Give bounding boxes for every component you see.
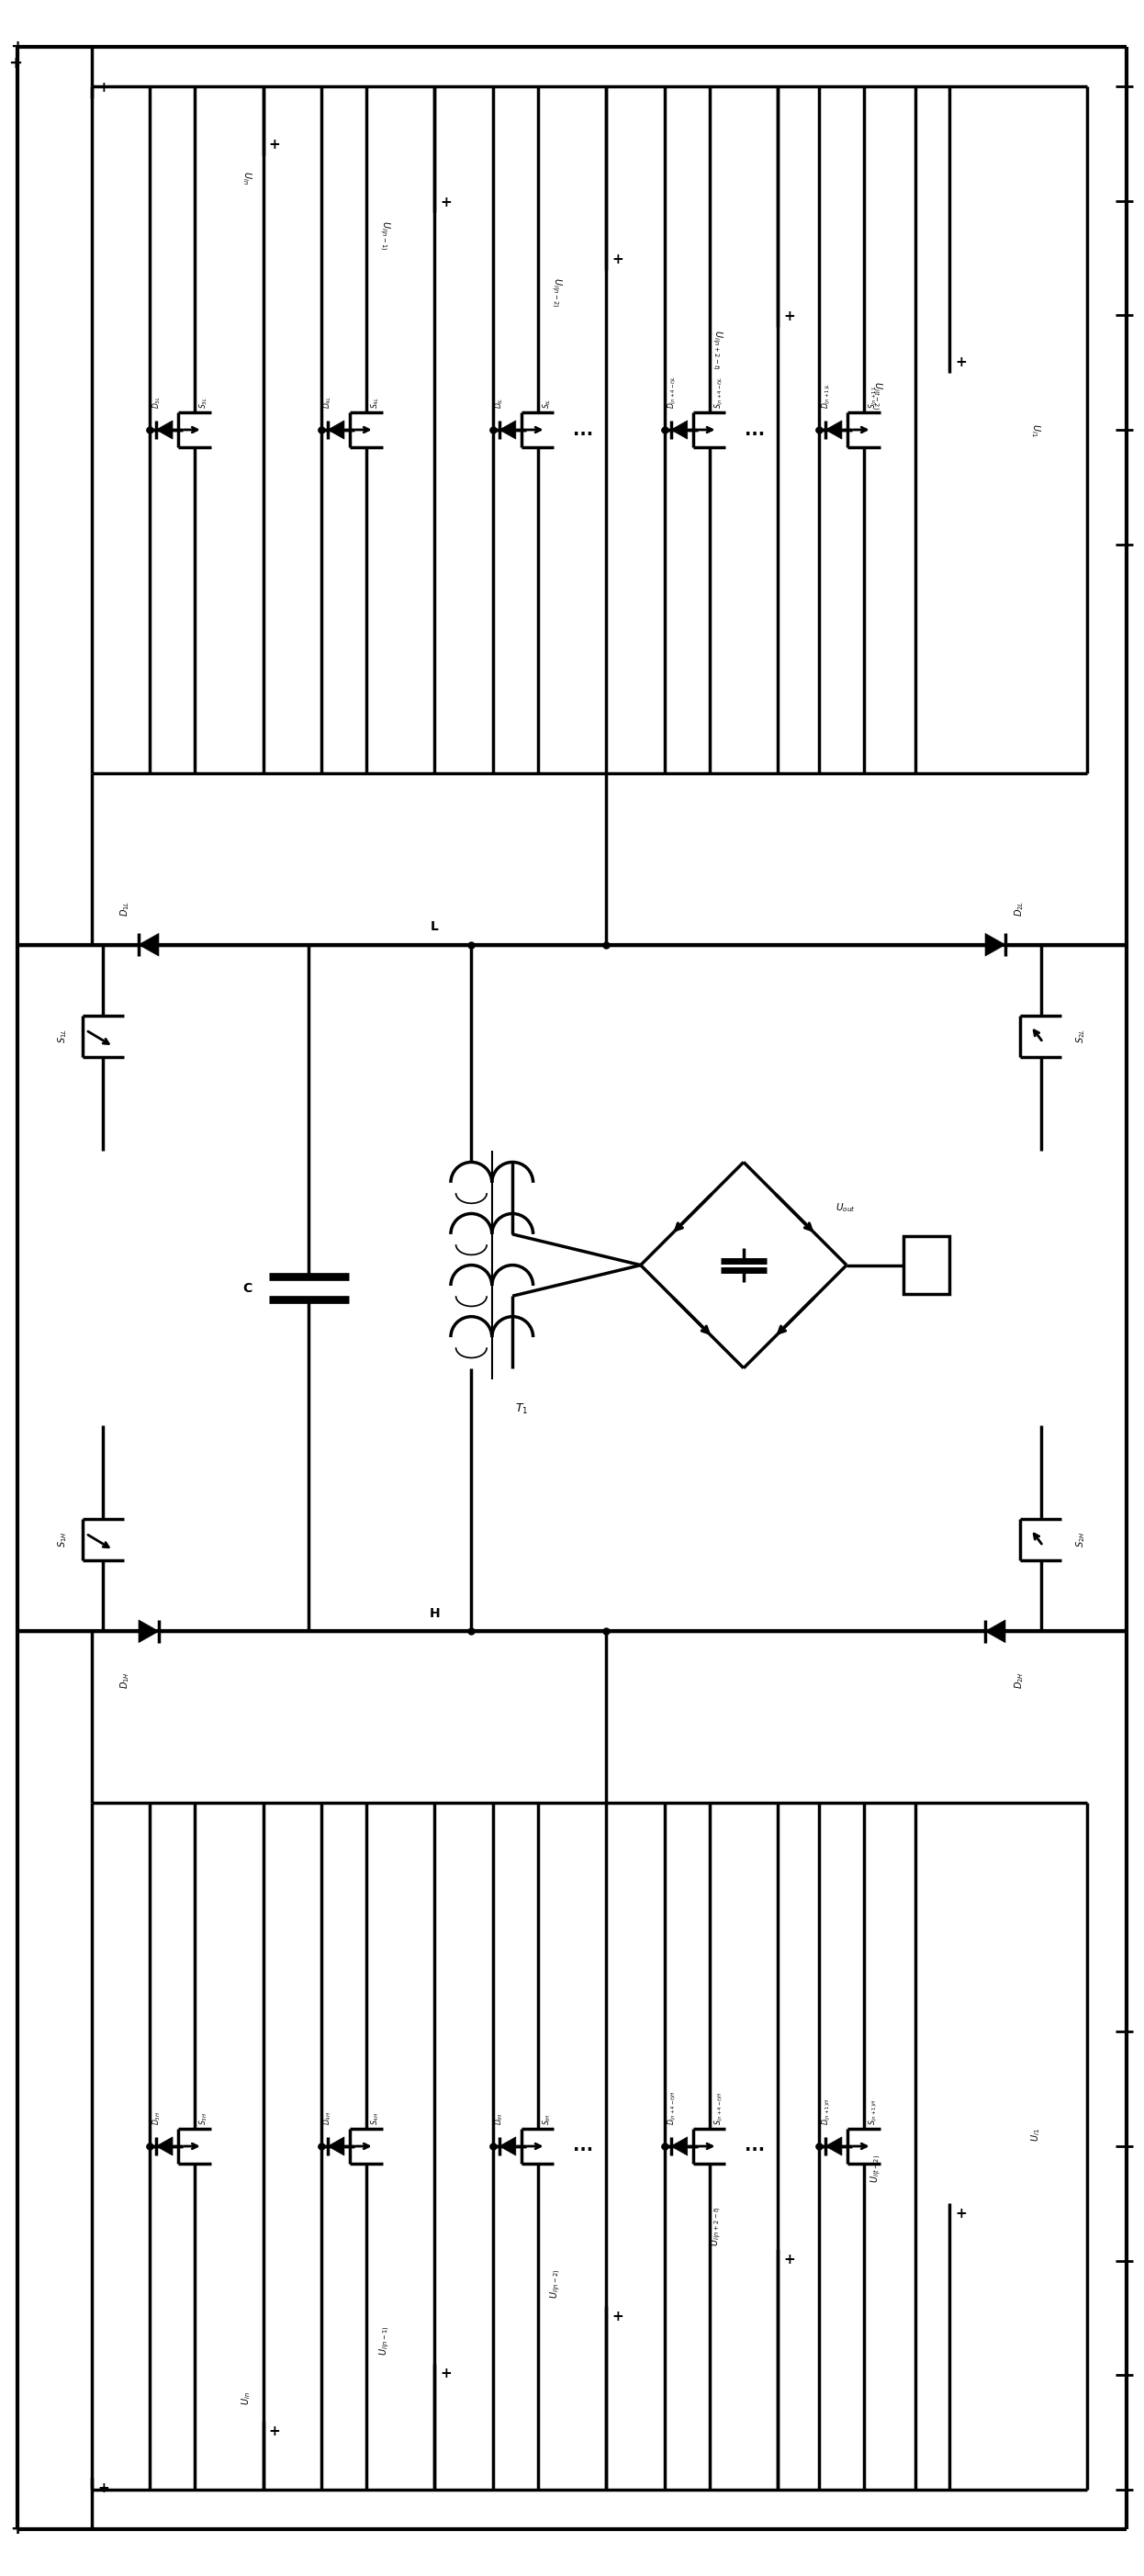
Text: $S_{1H}$: $S_{1H}$ xyxy=(56,1533,70,1548)
Polygon shape xyxy=(825,420,842,438)
Text: +: + xyxy=(97,2481,109,2496)
Text: $S_{tH}$: $S_{tH}$ xyxy=(541,2112,553,2125)
Text: $S_{(n+4-t)H}$: $S_{(n+4-t)H}$ xyxy=(713,2092,725,2125)
Text: +: + xyxy=(10,2522,24,2537)
Polygon shape xyxy=(499,2138,516,2156)
Text: $D_{3H}$: $D_{3H}$ xyxy=(151,2112,162,2125)
Text: $U_{i(t-2)}$: $U_{i(t-2)}$ xyxy=(869,381,883,410)
Text: $U_{in}$: $U_{in}$ xyxy=(240,2391,253,2406)
Polygon shape xyxy=(156,2138,173,2156)
Text: $D_{tL}$: $D_{tL}$ xyxy=(494,397,506,410)
Text: $S_{4H}$: $S_{4H}$ xyxy=(370,2112,381,2125)
Polygon shape xyxy=(499,420,516,438)
Text: +: + xyxy=(10,2522,24,2537)
Text: $D_{tH}$: $D_{tH}$ xyxy=(494,2112,506,2125)
Text: $D_{(n+4-t)H}$: $D_{(n+4-t)H}$ xyxy=(666,2092,678,2125)
Text: ...: ... xyxy=(573,420,594,438)
Text: +: + xyxy=(269,139,280,152)
Text: $T_1$: $T_1$ xyxy=(515,1401,529,1417)
Text: $U_{i(n-2)}$: $U_{i(n-2)}$ xyxy=(549,2269,563,2298)
Text: $D_{1H}$: $D_{1H}$ xyxy=(119,1672,132,1687)
Text: +: + xyxy=(440,196,452,209)
Text: +: + xyxy=(955,355,967,368)
Bar xyxy=(904,1236,950,1293)
Text: $U_{i1}$: $U_{i1}$ xyxy=(1030,422,1042,435)
Text: $S_{1L}$: $S_{1L}$ xyxy=(56,1028,70,1043)
Polygon shape xyxy=(985,1620,1006,1643)
Text: $S_{(n+1)L}$: $S_{(n+1)L}$ xyxy=(867,384,880,410)
Text: $D_{2L}$: $D_{2L}$ xyxy=(1012,899,1025,917)
Text: +: + xyxy=(10,39,24,54)
Text: $U_{i(n+2-t)}$: $U_{i(n+2-t)}$ xyxy=(709,330,723,371)
Text: +: + xyxy=(269,2424,280,2437)
Text: ...: ... xyxy=(573,2138,594,2156)
Text: +: + xyxy=(97,80,109,95)
Text: $U_{out}$: $U_{out}$ xyxy=(835,1200,855,1213)
Text: $U_{i(n+2-t)}$: $U_{i(n+2-t)}$ xyxy=(709,2205,723,2246)
Text: $D_{(n+1)L}$: $D_{(n+1)L}$ xyxy=(820,384,833,410)
Text: ...: ... xyxy=(745,420,765,438)
Text: C: C xyxy=(243,1283,252,1293)
Text: $U_{i(n-1)}$: $U_{i(n-1)}$ xyxy=(378,2326,391,2357)
Polygon shape xyxy=(156,420,173,438)
Text: $S_{2L}$: $S_{2L}$ xyxy=(1074,1028,1088,1043)
Polygon shape xyxy=(670,2138,688,2156)
Text: $S_{4L}$: $S_{4L}$ xyxy=(370,397,381,410)
Text: $U_{in}$: $U_{in}$ xyxy=(240,170,253,185)
Text: $D_{(n+4-t)L}$: $D_{(n+4-t)L}$ xyxy=(666,376,678,410)
Text: +: + xyxy=(440,2367,452,2380)
Text: $D_{1L}$: $D_{1L}$ xyxy=(119,899,132,917)
Text: $D_{4H}$: $D_{4H}$ xyxy=(323,2112,334,2125)
Text: $U_{i(t-2)}$: $U_{i(t-2)}$ xyxy=(869,2154,883,2184)
Text: L: L xyxy=(430,920,439,933)
Text: +: + xyxy=(784,2251,795,2267)
Polygon shape xyxy=(328,2138,344,2156)
Text: $S_{tL}$: $S_{tL}$ xyxy=(541,399,553,410)
Text: $D_{2H}$: $D_{2H}$ xyxy=(1012,1672,1025,1687)
Text: $S_{(n+4-t)L}$: $S_{(n+4-t)L}$ xyxy=(713,376,725,410)
Polygon shape xyxy=(328,420,344,438)
Text: $U_{i(n-1)}$: $U_{i(n-1)}$ xyxy=(378,219,391,250)
Polygon shape xyxy=(825,2138,842,2156)
Text: $D_{(n+1)H}$: $D_{(n+1)H}$ xyxy=(820,2099,833,2125)
Text: ...: ... xyxy=(745,2138,765,2156)
Polygon shape xyxy=(985,933,1006,956)
Text: +: + xyxy=(784,309,795,325)
Text: $S_{3L}$: $S_{3L}$ xyxy=(198,397,209,410)
Text: $U_{i(n-2)}$: $U_{i(n-2)}$ xyxy=(549,278,563,307)
Text: H: H xyxy=(429,1607,440,1620)
Text: +: + xyxy=(8,54,22,72)
Text: +: + xyxy=(612,252,623,265)
Polygon shape xyxy=(138,933,159,956)
Text: $U_{i1}$: $U_{i1}$ xyxy=(1030,2128,1042,2141)
Text: $S_{2H}$: $S_{2H}$ xyxy=(1074,1533,1088,1548)
Text: +: + xyxy=(612,2311,623,2324)
Text: $D_{4L}$: $D_{4L}$ xyxy=(323,397,334,410)
Polygon shape xyxy=(138,1620,159,1643)
Text: $S_{3H}$: $S_{3H}$ xyxy=(198,2112,209,2125)
Text: $D_{3L}$: $D_{3L}$ xyxy=(151,397,162,410)
Polygon shape xyxy=(670,420,688,438)
Text: $S_{(n+1)H}$: $S_{(n+1)H}$ xyxy=(867,2099,880,2125)
Text: +: + xyxy=(955,2208,967,2221)
